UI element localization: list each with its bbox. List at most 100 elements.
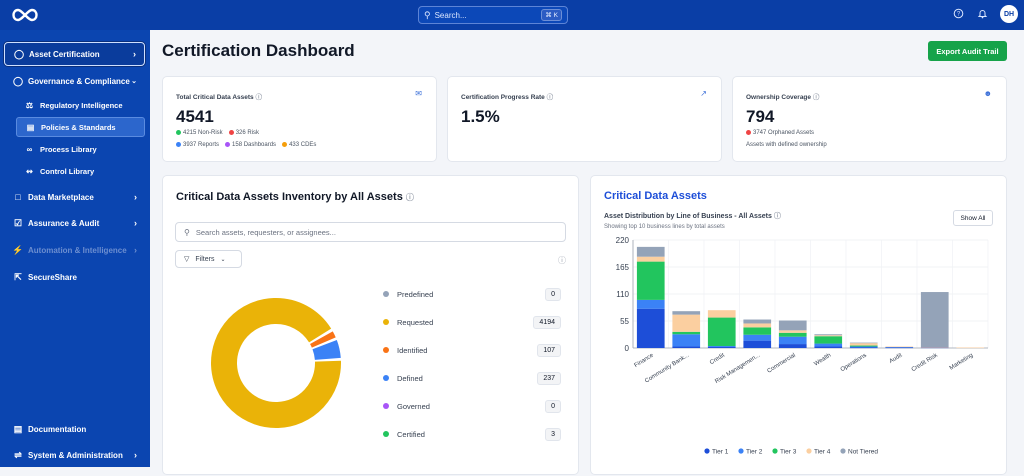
y-tick-label: 110: [616, 290, 629, 299]
info-icon[interactable]: ⓘ: [558, 256, 566, 265]
legend-marker: [806, 448, 812, 454]
critical-subtitle: Asset Distribution by Line of Business -…: [604, 213, 781, 220]
bar-segment[interactable]: [778, 332, 807, 337]
bar-segment[interactable]: [743, 327, 772, 335]
x-tick-label: Finance: [634, 352, 656, 369]
bolt-icon: ⚡: [12, 244, 24, 255]
bar-segment[interactable]: [920, 347, 949, 349]
status-row-identified[interactable]: Identified 107: [383, 342, 561, 358]
info-icon[interactable]: ⓘ: [405, 193, 414, 202]
bar-segment[interactable]: [672, 314, 701, 332]
bar-segment[interactable]: [920, 347, 949, 348]
chevron-down-icon: ⌄: [131, 78, 137, 85]
bar-segment[interactable]: [956, 347, 985, 349]
donut-slice[interactable]: [211, 298, 341, 428]
bar-segment[interactable]: [778, 320, 807, 331]
bar-segment[interactable]: [743, 319, 772, 324]
inventory-search-input[interactable]: ⚲ Search assets, requesters, or assignee…: [175, 222, 566, 242]
status-count: 0: [545, 399, 561, 413]
bar-segment[interactable]: [814, 346, 843, 348]
bar-segment[interactable]: [849, 343, 878, 346]
sidebar-item-assurance[interactable]: ☑ Assurance & Audit ›: [4, 211, 145, 235]
info-icon[interactable]: ⓘ: [546, 94, 554, 101]
sidebar-subitem-regulatory[interactable]: ⚖ Regulatory Intelligence: [16, 95, 145, 115]
legend-label[interactable]: Tier 2: [746, 449, 763, 456]
logo-icon[interactable]: [10, 6, 40, 24]
sidebar-subitem-process[interactable]: ∞ Process Library: [16, 139, 145, 159]
search-icon: ⚲: [184, 227, 190, 237]
bar-segment[interactable]: [778, 344, 807, 348]
bar-segment[interactable]: [885, 346, 914, 348]
bar-segment[interactable]: [707, 347, 736, 348]
bar-segment[interactable]: [814, 336, 843, 344]
bar-segment[interactable]: [672, 334, 701, 347]
sidebar-item-asset-certification[interactable]: ◯ Asset Certification ›: [4, 42, 145, 66]
bar-segment[interactable]: [636, 308, 665, 348]
bar-segment[interactable]: [672, 346, 701, 348]
show-all-button[interactable]: Show All: [953, 210, 993, 226]
kpi-title: Total Critical Data Assets ⓘ: [176, 94, 262, 101]
svg-text:?: ?: [956, 12, 960, 18]
bar-segment[interactable]: [885, 347, 914, 348]
bar-segment[interactable]: [707, 346, 736, 348]
avatar[interactable]: DH: [1000, 5, 1018, 23]
bar-segment[interactable]: [743, 334, 772, 341]
status-row-governed[interactable]: Governed 0: [383, 398, 561, 414]
bar-segment[interactable]: [636, 246, 665, 257]
bar-segment[interactable]: [743, 340, 772, 348]
legend-marker: [738, 448, 744, 454]
bar-segment[interactable]: [814, 335, 843, 337]
status-row-predefined[interactable]: Predefined 0: [383, 286, 561, 302]
bar-segment[interactable]: [743, 323, 772, 328]
x-tick-label: Audit: [889, 352, 904, 365]
info-icon[interactable]: ⓘ: [773, 213, 781, 220]
legend-label[interactable]: Not Tiered: [848, 449, 878, 456]
bar-segment[interactable]: [849, 346, 878, 348]
bar-segment[interactable]: [707, 310, 736, 318]
bar-segment[interactable]: [920, 292, 949, 348]
settings-icon: ⇌: [14, 449, 22, 460]
sidebar-item-documentation[interactable]: ▤ Documentation: [4, 417, 145, 441]
bar-segment[interactable]: [814, 343, 843, 347]
bar-segment[interactable]: [849, 347, 878, 349]
sidebar-item-data-marketplace[interactable]: □ Data Marketplace ›: [4, 185, 145, 209]
filters-label: Filters: [195, 255, 215, 263]
legend-label[interactable]: Tier 4: [814, 449, 831, 456]
legend-label[interactable]: Tier 1: [712, 449, 729, 456]
info-icon[interactable]: ⓘ: [255, 94, 262, 101]
sidebar-item-automation[interactable]: ⚡ Automation & Intelligence ›: [4, 238, 145, 262]
bar-segment[interactable]: [636, 299, 665, 309]
bar-segment[interactable]: [636, 261, 665, 300]
status-row-certified[interactable]: Certified 3: [383, 426, 561, 442]
bar-segment[interactable]: [636, 256, 665, 262]
status-count: 0: [545, 287, 561, 301]
sidebar-item-secureshare[interactable]: ⇱ SecureShare: [4, 265, 145, 289]
bar-segment[interactable]: [849, 345, 878, 347]
bar-segment[interactable]: [885, 347, 914, 349]
sidebar-item-system-admin[interactable]: ⇌ System & Administration ›: [4, 443, 145, 467]
kpi-ownership-note: Assets with defined ownership: [746, 142, 827, 148]
global-search[interactable]: ⚲ Search... ⌘ K: [418, 6, 568, 24]
bar-segment[interactable]: [707, 317, 736, 347]
bar-segment[interactable]: [814, 334, 843, 336]
legend-label[interactable]: Tier 3: [780, 449, 797, 456]
bar-segment[interactable]: [672, 331, 701, 335]
export-audit-trail-button[interactable]: Export Audit Trail: [928, 41, 1007, 61]
status-row-requested[interactable]: Requested 4194: [383, 314, 561, 330]
status-row-defined[interactable]: Defined 237: [383, 370, 561, 386]
filters-button[interactable]: ▽ Filters ⌄: [175, 250, 242, 268]
store-icon: □: [15, 192, 21, 202]
bar-segment[interactable]: [849, 342, 878, 344]
bell-icon[interactable]: [976, 8, 988, 20]
sidebar-item-governance[interactable]: ◯ Governance & Compliance ⌄: [4, 69, 145, 93]
bar-segment[interactable]: [778, 336, 807, 345]
x-tick-label: Operations: [840, 353, 868, 374]
bar-segment[interactable]: [672, 311, 701, 315]
help-icon[interactable]: ?: [952, 8, 964, 20]
x-tick-label: Credit: [709, 352, 726, 366]
info-icon[interactable]: ⓘ: [812, 94, 820, 101]
sidebar-subitem-control[interactable]: ↭ Control Library: [16, 161, 145, 181]
sidebar-subitem-policies[interactable]: ▤ Policies & Standards: [16, 117, 145, 137]
bar-segment[interactable]: [778, 330, 807, 333]
